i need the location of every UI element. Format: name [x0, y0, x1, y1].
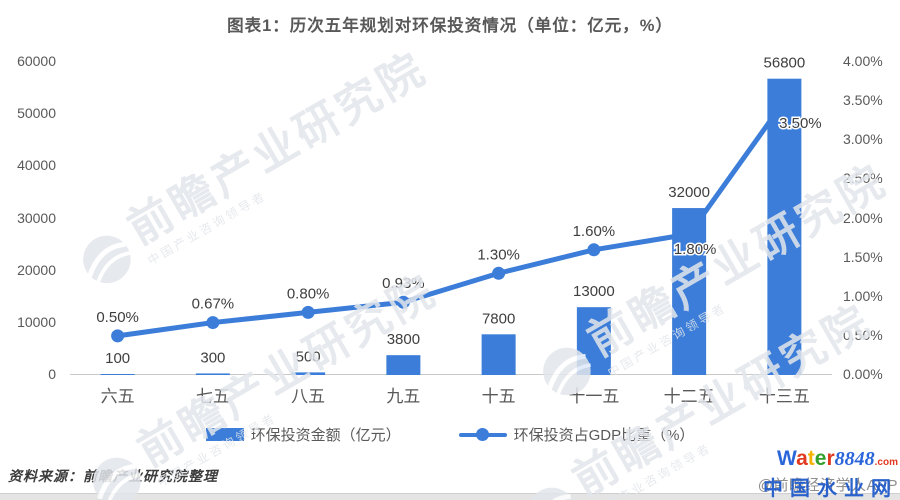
- bar-value-label: 500: [296, 348, 321, 365]
- x-axis: 六五 七五 八五 九五 十五 十一五 十二五 十三五: [70, 382, 832, 407]
- bar-七五: [195, 373, 230, 375]
- line-value-label: 0.67%: [192, 296, 235, 313]
- line-value-label: 1.60%: [573, 223, 616, 240]
- y-axis-right: 4.00% 3.50% 3.00% 2.50% 2.00% 1.50% 1.00% 0.50%…: [841, 53, 899, 382]
- axis-tick-label: 4.00%: [843, 53, 883, 69]
- site-name-overlay: 中国水业网: [763, 478, 898, 500]
- line-value-label: 0.93%: [382, 275, 425, 292]
- combo-chart-canvas: 100 300 500 3800 7800 13000 32000 56800 0.50% 0.6…: [95, 53, 823, 375]
- legend-item-gdp-ratio: 环保投资占GDP比重（%）: [458, 424, 695, 445]
- bar-value-label: 56800: [764, 55, 806, 72]
- x-axis-label: 六五: [100, 387, 135, 406]
- line-point-十一五: [587, 243, 601, 257]
- credit-block: Water8848.com @前瞻经济学人APP 中国水业网: [757, 447, 898, 500]
- logo-tld: .com: [874, 457, 898, 468]
- x-axis-label: 九五: [386, 387, 421, 406]
- line-point-六五: [111, 329, 125, 343]
- axis-tick-label: 3.50%: [843, 92, 883, 109]
- axis-tick-label: 60000: [17, 53, 56, 69]
- bottom-strip: [0, 493, 900, 500]
- bar-value-label: 32000: [668, 184, 710, 201]
- axis-tick-label: 20000: [17, 261, 56, 278]
- legend-item-investment: 环保投资金额（亿元）: [205, 424, 401, 445]
- line-value-label: 0.80%: [287, 285, 330, 302]
- line-value-label: 1.80%: [674, 241, 717, 258]
- x-axis-label: 十一五: [568, 387, 620, 406]
- source-note: 资料来源：前瞻产业研究院整理: [8, 468, 218, 484]
- axis-tick-label: 0: [48, 366, 56, 382]
- logo-letter: e: [814, 447, 827, 470]
- axis-tick-label: 2.50%: [843, 170, 883, 187]
- credit-text: @前瞻经济学人APP: [757, 477, 898, 494]
- bar-value-label: 7800: [482, 310, 515, 327]
- x-axis-label: 十三五: [758, 387, 810, 406]
- logo-letter: r: [826, 447, 835, 470]
- legend-label-investment: 环保投资金额（亿元）: [250, 427, 401, 444]
- line-point-十五: [492, 266, 506, 280]
- legend: 环保投资金额（亿元） 环保投资占GDP比重（%）: [0, 424, 900, 445]
- water8848-logo: Water8848.com: [758, 447, 898, 473]
- line-point-十三五: [777, 94, 791, 108]
- bar-value-label: 100: [105, 350, 130, 367]
- axis-tick-label: 50000: [17, 105, 56, 122]
- bar-swatch-icon: [205, 428, 244, 441]
- axis-tick-label: 1.50%: [843, 248, 883, 265]
- axis-tick-label: 0.00%: [843, 366, 883, 382]
- gdp-ratio-line: [115, 98, 787, 339]
- bar-九五: [386, 355, 421, 375]
- bar-value-label: 3800: [387, 331, 420, 348]
- bar-八五: [291, 372, 326, 375]
- line-value-label: 0.50%: [96, 309, 139, 326]
- axis-tick-label: 3.00%: [843, 131, 883, 148]
- credit-line: @前瞻经济学人APP 中国水业网: [757, 474, 898, 500]
- bar-十五: [481, 334, 516, 375]
- axis-tick-label: 1.00%: [843, 287, 883, 304]
- line-point-十二五: [682, 227, 696, 241]
- line-value-label: 3.50%: [779, 115, 822, 132]
- bar-十三五: [767, 78, 802, 375]
- axis-tick-label: 40000: [17, 157, 56, 174]
- bar-value-label: 13000: [573, 283, 615, 300]
- line-value-label: 1.30%: [477, 246, 520, 263]
- x-axis-label: 七五: [195, 387, 230, 406]
- y-axis-left: 60000 50000 40000 30000 20000 10000 0: [0, 53, 62, 382]
- logo-number: 8848: [834, 448, 875, 470]
- x-axis-label: 十二五: [663, 387, 715, 406]
- bar-十一五: [576, 307, 611, 375]
- chart-title: 图表1：历次五年规划对环保投资情况（单位：亿元，%）: [227, 17, 673, 35]
- line-point-八五: [301, 305, 315, 319]
- bar-六五: [100, 374, 135, 375]
- x-axis-label: 八五: [291, 387, 326, 406]
- bar-value-label: 300: [200, 349, 225, 366]
- line-point-九五: [396, 295, 410, 309]
- plot-area: 100 300 500 3800 7800 13000 32000 56800 0.50% 0.6…: [70, 40, 832, 375]
- line-point-七五: [206, 316, 220, 330]
- axis-tick-label: 30000: [17, 209, 56, 226]
- logo-letter: t: [807, 447, 815, 470]
- line-swatch-icon: [458, 428, 507, 441]
- axis-tick-label: 2.00%: [843, 209, 883, 226]
- logo-letter: a: [796, 447, 808, 470]
- axis-tick-label: 0.50%: [843, 326, 883, 343]
- x-axis-label: 十五: [481, 387, 516, 406]
- logo-letter: W: [777, 447, 797, 470]
- legend-label-gdp-ratio: 环保投资占GDP比重（%）: [513, 427, 695, 444]
- axis-tick-label: 10000: [17, 313, 56, 330]
